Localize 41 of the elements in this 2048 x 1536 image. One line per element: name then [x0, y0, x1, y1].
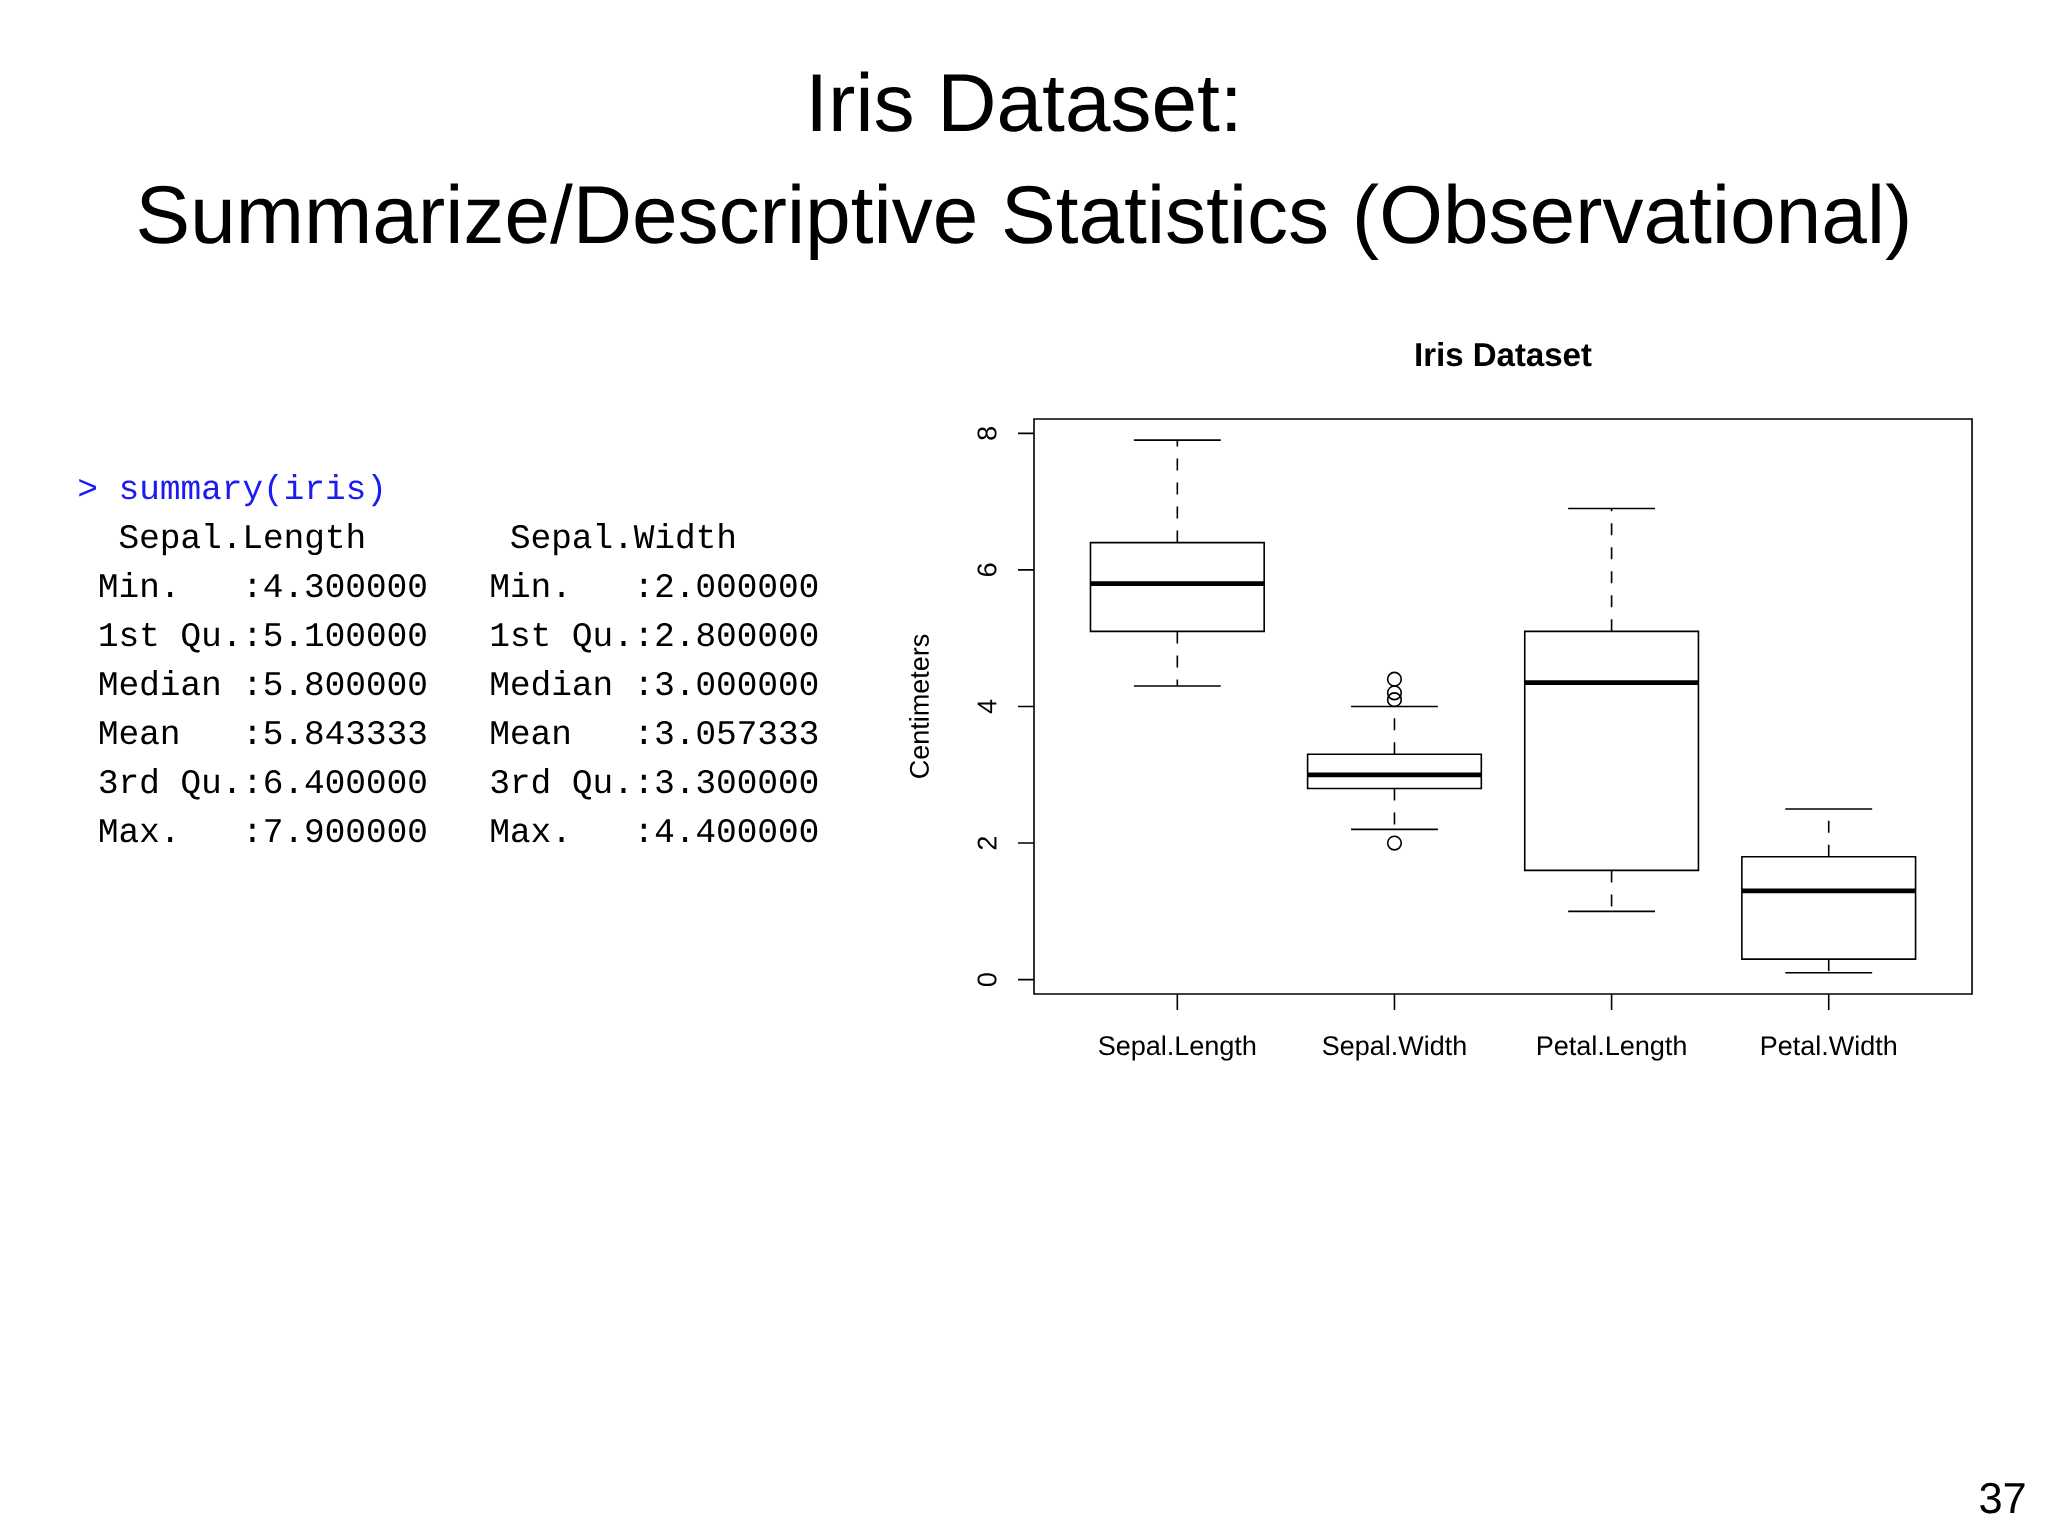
text: Mean — [100, 721, 178, 745]
x-tick-label: Sepal.Width — [1322, 1035, 1466, 1061]
text: Min. — [491, 572, 564, 597]
text: :3.300000 — [641, 769, 818, 794]
x-tick-label: Sepal.Length — [1098, 1035, 1256, 1061]
text: 3rd Qu. — [100, 768, 235, 800]
text: :5.800000 — [250, 671, 426, 696]
x-tick-label: Petal.Length — [1538, 1035, 1686, 1061]
text: :3.000000 — [641, 671, 818, 696]
y-tick-label: 2 — [977, 836, 997, 850]
y-tick-label: 6 — [977, 563, 997, 577]
text: :4.400000 — [641, 818, 818, 843]
y-axis-title: Centimeters — [909, 634, 929, 778]
text: Mean — [491, 721, 569, 745]
text: 37 — [1980, 1482, 2025, 1514]
text: :5.100000 — [250, 622, 426, 647]
chart-title: Iris Dataset — [1416, 342, 1592, 367]
y-tick-label: 8 — [977, 427, 997, 440]
text: :2.000000 — [641, 573, 818, 598]
text: Max. — [491, 819, 564, 843]
text: :5.843333 — [250, 720, 426, 745]
text: Max. — [100, 819, 173, 843]
x-tick-label: Petal.Width — [1761, 1035, 1896, 1056]
text: Sepal.Length — [119, 523, 364, 556]
text: Summarize/Descriptive Statistics (Observational) — [139, 183, 1908, 260]
text: Iris Dataset: — [812, 71, 1236, 132]
text: 3rd Qu. — [491, 768, 626, 800]
text: Median — [491, 670, 611, 696]
text: 1st Qu. — [100, 622, 235, 653]
text: Sepal.Width — [511, 523, 734, 556]
text: 1st Qu. — [491, 622, 626, 653]
y-tick-label: 4 — [977, 699, 997, 714]
text: > summary(iris) — [79, 474, 382, 507]
text: :3.057333 — [641, 720, 818, 745]
text: :7.900000 — [250, 818, 426, 843]
y-tick-label: 0 — [977, 973, 997, 987]
text: Median — [100, 670, 219, 696]
text: :6.400000 — [250, 769, 426, 794]
text: Min. — [100, 572, 173, 597]
text: :4.300000 — [250, 573, 426, 598]
text: :2.800000 — [641, 622, 818, 647]
